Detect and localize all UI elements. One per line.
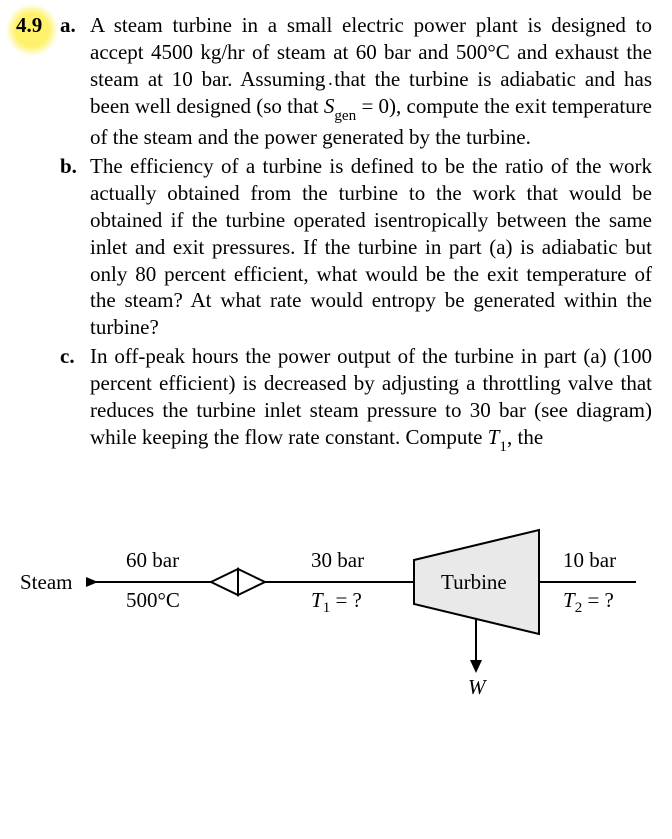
inlet-temperature-label: 500°C [126, 588, 180, 612]
out-pressure-label: 10 bar [563, 548, 616, 572]
part-c-T1-sub: 1 [499, 439, 507, 455]
mid-temperature-label: T1 = ? [311, 588, 362, 616]
diagram-svg: Steam 60 bar 500°C 30 bar T1 = ? Turbine… [16, 497, 656, 697]
inlet-pressure-label: 60 bar [126, 548, 179, 572]
steam-label: Steam [20, 570, 73, 594]
part-a: a. A steam turbine in a small electric p… [60, 12, 652, 151]
part-c-T1: T [488, 425, 500, 449]
problem-block: 4.9 a. A steam turbine in a small electr… [16, 12, 652, 457]
turbine-diagram: Steam 60 bar 500°C 30 bar T1 = ? Turbine… [16, 497, 652, 697]
mid-pressure-label: 30 bar [311, 548, 364, 572]
part-b-label: b. [60, 153, 90, 341]
part-c-label: c. [60, 343, 90, 455]
problem-number: 4.9 [16, 12, 60, 457]
work-label: W [468, 675, 488, 697]
part-a-body: A steam turbine in a small electric powe… [90, 12, 652, 151]
mid-T-rest: = ? [330, 588, 362, 612]
out-T-sub: 2 [575, 600, 583, 616]
part-b: b. The efficiency of a turbine is define… [60, 153, 652, 341]
part-b-body: The efficiency of a turbine is defined t… [90, 153, 652, 341]
out-temperature-label: T2 = ? [563, 588, 614, 616]
part-c-body: In off-peak hours the power output of th… [90, 343, 652, 455]
sgen-symbol: S [324, 94, 335, 118]
throttle-valve-icon [211, 569, 265, 595]
turbine-label: Turbine [441, 570, 507, 594]
mid-T-sub: 1 [323, 600, 331, 616]
parts-column: a. A steam turbine in a small electric p… [60, 12, 652, 457]
part-c: c. In off-peak hours the power output of… [60, 343, 652, 455]
part-c-text-2: , the [507, 425, 543, 449]
part-a-label: a. [60, 12, 90, 151]
out-T-rest: = ? [582, 588, 614, 612]
part-c-text-1: In off-peak hours the power output of th… [90, 344, 652, 449]
sgen-subscript: gen [334, 108, 356, 124]
